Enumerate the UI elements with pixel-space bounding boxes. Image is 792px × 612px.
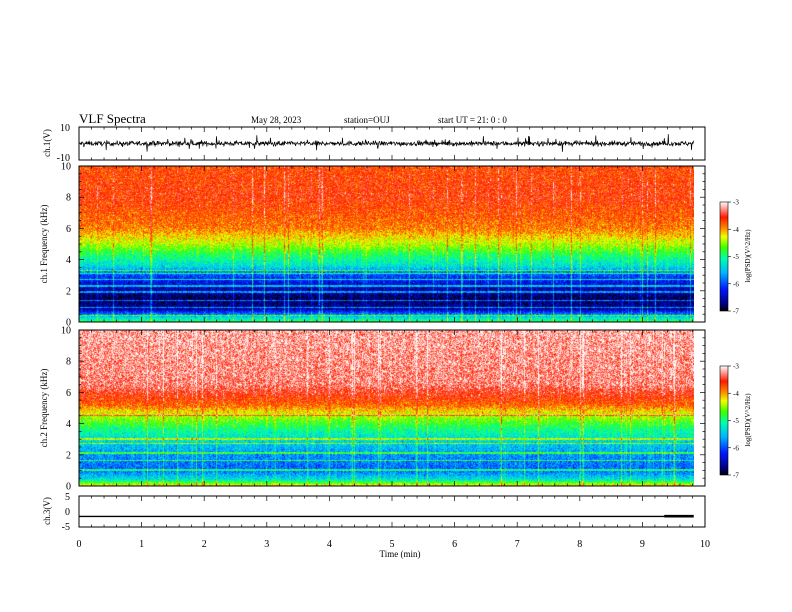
ch1-waveform-trace xyxy=(78,134,695,152)
time-tick-label: 7 xyxy=(515,539,520,550)
ch2-colorbar-label: log(PSD)(V^2/Hz) xyxy=(744,393,752,447)
date-label: May 28, 2023 xyxy=(251,115,302,125)
frequency-tick-label: 4 xyxy=(66,255,71,266)
colorbar-tick-label: -6 xyxy=(733,444,739,452)
frequency-tick-label: 10 xyxy=(61,326,71,337)
ch3-ytick-top: 5 xyxy=(65,492,70,503)
time-tick-label: 6 xyxy=(452,539,457,550)
ch1-colorbar-gradient xyxy=(719,201,729,312)
ch2-colorbar-gradient xyxy=(719,365,729,476)
frequency-tick-label: 8 xyxy=(66,193,71,204)
ch1-colorbar-label: log(PSD)(V^2/Hz) xyxy=(744,229,752,283)
ch2-spectrogram-ylabel: ch.2 Frequency (kHz) xyxy=(39,369,49,448)
ch3-waveform-ylabel: ch.3(V) xyxy=(42,497,52,525)
time-axis-label: Time (min) xyxy=(380,549,421,559)
colorbar-tick-label: -7 xyxy=(733,308,739,316)
ch1-spectrogram-image xyxy=(79,166,694,322)
time-tick-label: 3 xyxy=(264,539,269,550)
time-tick-label: 10 xyxy=(700,539,710,550)
colorbar-tick-label: -4 xyxy=(733,390,739,398)
ch3-waveform-panel: 5 0 -5 ch.3(V) xyxy=(42,492,706,533)
colorbar-tick-label: -5 xyxy=(733,253,739,261)
ch3-waveform-background xyxy=(79,496,705,527)
colorbar-tick-label: -7 xyxy=(733,472,739,480)
colorbar-tick-label: -3 xyxy=(733,199,739,207)
ch1-waveform-xticks xyxy=(78,127,706,160)
ch1-waveform-ylabel: ch.1(V) xyxy=(42,129,52,157)
frequency-tick-label: 2 xyxy=(66,286,71,297)
time-tick-label: 1 xyxy=(139,539,144,550)
colorbar-tick-label: -3 xyxy=(733,363,739,371)
time-tick-label: 0 xyxy=(77,539,82,550)
frequency-tick-label: 6 xyxy=(66,388,71,399)
ch3-ytick-middle: 0 xyxy=(65,507,70,518)
time-tick-label: 8 xyxy=(577,539,582,550)
ch1-spectrogram-ticks: 0 2 4 6 8 10 xyxy=(61,162,706,329)
colorbar-tick-label: -5 xyxy=(733,417,739,425)
ch2-spectrogram-image xyxy=(79,330,694,486)
ch2-colorbar-ticks: -3 -4 -5 -6 -7 xyxy=(728,363,739,480)
ch3-waveform-xticks xyxy=(78,496,706,527)
frequency-tick-label: 4 xyxy=(66,419,71,430)
figure-title: VLF Spectra xyxy=(79,111,146,126)
ch1-spectrogram-panel: 0 2 4 6 8 10 ch.1 Frequency (kHz) xyxy=(39,162,706,329)
frequency-tick-label: 10 xyxy=(61,162,71,173)
frequency-tick-label: 8 xyxy=(66,357,71,368)
time-tick-label: 2 xyxy=(202,539,207,550)
time-axis-tick-labels: 0 1 2 3 4 5 6 7 8 9 10 xyxy=(77,539,711,550)
colorbar-tick-label: -6 xyxy=(733,280,739,288)
ch2-spectrogram-panel: 0 2 4 6 8 10 ch.2 Frequency (kHz) xyxy=(39,326,706,493)
frequency-tick-label: 0 xyxy=(66,318,71,329)
ch3-ytick-bottom: -5 xyxy=(62,522,70,533)
colorbar-tick-label: -4 xyxy=(733,226,739,234)
ch3-waveform-trace xyxy=(79,514,694,518)
time-tick-label: 5 xyxy=(390,539,395,550)
ch1-ytick-bottom: -10 xyxy=(57,153,70,164)
station-label: station=OUJ xyxy=(344,115,390,125)
frequency-tick-label: 2 xyxy=(66,450,71,461)
frequency-tick-label: 6 xyxy=(66,224,71,235)
ch1-ytick-top: 10 xyxy=(60,123,70,134)
frequency-tick-label: 0 xyxy=(66,482,71,493)
ch2-spectrogram-ticks: 0 2 4 6 8 10 xyxy=(61,326,706,493)
ch1-spectrogram-ylabel: ch.1 Frequency (kHz) xyxy=(39,205,49,284)
ch1-colorbar: -3 -4 -5 -6 -7 log(PSD)(V^2/Hz) xyxy=(719,199,752,316)
time-tick-label: 9 xyxy=(640,539,645,550)
ch2-colorbar: -3 -4 -5 -6 -7 log(PSD)(V^2/Hz) xyxy=(719,363,752,480)
start-ut-label: start UT = 21: 0 : 0 xyxy=(438,115,507,125)
time-tick-label: 4 xyxy=(327,539,332,550)
ch1-waveform-panel: 10 -10 ch.1(V) xyxy=(42,123,706,164)
ch1-colorbar-ticks: -3 -4 -5 -6 -7 xyxy=(728,199,739,316)
